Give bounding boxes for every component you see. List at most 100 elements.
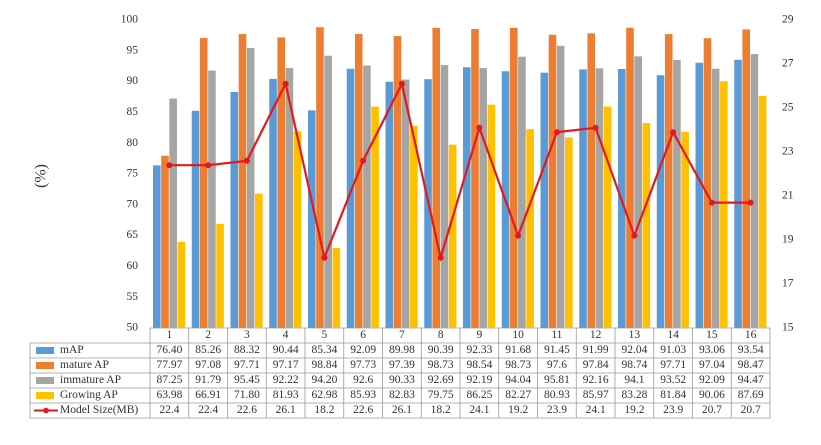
table-cell: 18.2 bbox=[314, 404, 334, 416]
bar bbox=[595, 68, 604, 328]
y-axis-label: (%) bbox=[33, 164, 50, 188]
table-cell: 88.32 bbox=[234, 344, 260, 356]
bar bbox=[169, 98, 177, 328]
y2-tick-label: 17 bbox=[782, 278, 794, 290]
bar bbox=[626, 27, 634, 329]
x-tick-label: 11 bbox=[551, 329, 562, 341]
table-cell: 92.6 bbox=[353, 374, 373, 386]
bar bbox=[695, 62, 704, 329]
table-cell: 92.33 bbox=[466, 344, 492, 356]
table-cell: 80.93 bbox=[544, 389, 570, 401]
x-tick-label: 6 bbox=[360, 329, 366, 341]
bar bbox=[642, 122, 651, 328]
x-tick-label: 10 bbox=[512, 329, 524, 341]
bar bbox=[308, 110, 316, 328]
line-point bbox=[398, 80, 405, 87]
bar bbox=[656, 75, 665, 328]
legend-label: mature AP bbox=[60, 359, 109, 371]
table-cell: 92.22 bbox=[273, 374, 299, 386]
bar bbox=[479, 68, 487, 329]
table-cell: 22.4 bbox=[198, 404, 218, 416]
table-cell: 91.03 bbox=[660, 344, 686, 356]
table-cell: 98.47 bbox=[738, 359, 764, 371]
y-tick-label: 95 bbox=[127, 44, 139, 56]
bar bbox=[432, 27, 441, 328]
legend-key bbox=[36, 392, 54, 399]
table-cell: 22.6 bbox=[353, 404, 373, 416]
legend-label: Growing AP bbox=[60, 389, 118, 401]
bar bbox=[664, 34, 673, 329]
line-point bbox=[205, 162, 212, 169]
legend-key bbox=[36, 362, 54, 369]
bar bbox=[354, 33, 363, 328]
table-cell: 95.81 bbox=[544, 374, 570, 386]
y-tick-label: 75 bbox=[127, 168, 139, 180]
bar bbox=[565, 137, 573, 328]
bar bbox=[703, 38, 712, 328]
line-point bbox=[282, 80, 289, 87]
legend-key bbox=[36, 377, 54, 384]
x-tick-label: 15 bbox=[706, 329, 718, 341]
bar bbox=[371, 106, 379, 328]
bar bbox=[410, 125, 418, 328]
bar bbox=[634, 56, 642, 329]
table-cell: 94.1 bbox=[624, 374, 644, 386]
table-cell: 91.68 bbox=[505, 344, 531, 356]
y-tick-label: 50 bbox=[127, 322, 139, 334]
table-cell: 90.39 bbox=[428, 344, 454, 356]
bar bbox=[471, 28, 479, 329]
table-cell: 24.1 bbox=[469, 404, 489, 416]
y2-tick-label: 27 bbox=[782, 58, 794, 70]
y2-tick-label: 25 bbox=[782, 102, 794, 114]
table-cell: 93.52 bbox=[660, 374, 686, 386]
line-point bbox=[360, 157, 367, 164]
bar bbox=[720, 81, 728, 328]
x-tick-label: 13 bbox=[629, 329, 641, 341]
table-cell: 26.1 bbox=[392, 404, 412, 416]
bar bbox=[463, 67, 471, 329]
table-cell: 94.20 bbox=[311, 374, 337, 386]
table-cell: 97.39 bbox=[389, 359, 415, 371]
table-cell: 63.98 bbox=[156, 389, 182, 401]
table-cell: 97.6 bbox=[547, 359, 567, 371]
table-cell: 92.09 bbox=[699, 374, 725, 386]
bar bbox=[509, 27, 518, 328]
bar bbox=[526, 129, 534, 328]
x-tick-label: 5 bbox=[322, 329, 328, 341]
bar bbox=[548, 34, 557, 329]
x-tick-label: 1 bbox=[167, 329, 173, 341]
line-point bbox=[437, 254, 444, 261]
bar bbox=[346, 68, 355, 329]
bar bbox=[440, 65, 449, 328]
table-cell: 85.93 bbox=[350, 389, 376, 401]
table-cell: 82.83 bbox=[389, 389, 415, 401]
table-cell: 97.08 bbox=[195, 359, 221, 371]
bar bbox=[216, 223, 224, 328]
table-cell: 85.97 bbox=[583, 389, 609, 401]
table-cell: 90.44 bbox=[273, 344, 299, 356]
table-cell: 76.40 bbox=[156, 344, 182, 356]
table-cell: 81.93 bbox=[273, 389, 299, 401]
legend-label: Model Size(MB) bbox=[60, 404, 138, 416]
table-cell: 83.28 bbox=[621, 389, 647, 401]
bar bbox=[487, 104, 496, 328]
bar bbox=[324, 55, 332, 329]
table-cell: 85.34 bbox=[311, 344, 337, 356]
table-cell: 90.06 bbox=[699, 389, 725, 401]
x-tick-label: 7 bbox=[399, 329, 405, 341]
table-cell: 71.80 bbox=[234, 389, 260, 401]
table-cell: 18.2 bbox=[431, 404, 451, 416]
bar bbox=[711, 68, 720, 329]
y-tick-label: 70 bbox=[127, 198, 139, 210]
bar bbox=[255, 193, 263, 328]
table-cell: 89.98 bbox=[389, 344, 415, 356]
y-tick-label: 65 bbox=[127, 229, 139, 241]
y-tick-label: 55 bbox=[127, 291, 139, 303]
table-cell: 97.84 bbox=[583, 359, 609, 371]
x-tick-label: 4 bbox=[283, 329, 289, 341]
bar bbox=[238, 34, 247, 329]
table-cell: 19.2 bbox=[508, 404, 528, 416]
table-cell: 91.99 bbox=[583, 344, 609, 356]
bar bbox=[316, 27, 324, 328]
line-point bbox=[166, 162, 173, 169]
